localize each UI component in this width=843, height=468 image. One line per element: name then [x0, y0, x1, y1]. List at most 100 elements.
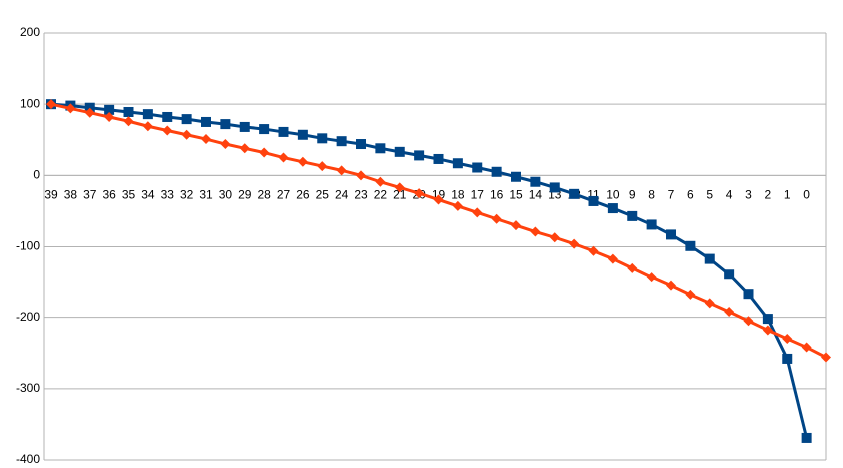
x-tick-label: 15 — [509, 188, 523, 202]
marker — [666, 229, 676, 240]
marker — [646, 219, 657, 230]
x-tick-label: 3 — [745, 188, 752, 202]
x-tick-label: 16 — [490, 188, 504, 202]
marker — [181, 129, 192, 140]
marker — [452, 158, 463, 169]
marker — [782, 353, 793, 364]
marker — [356, 170, 366, 181]
x-tick-label: 4 — [726, 188, 733, 202]
y-tick-label: -400 — [16, 452, 40, 466]
marker — [666, 280, 676, 291]
marker — [104, 111, 115, 122]
marker — [782, 334, 793, 345]
x-tick-label: 7 — [668, 188, 675, 202]
marker — [414, 150, 425, 161]
x-tick-label: 35 — [122, 188, 136, 202]
x-tick-label: 1 — [784, 188, 791, 202]
marker — [685, 289, 696, 300]
marker — [433, 194, 444, 205]
marker — [259, 147, 270, 158]
x-tick-label: 5 — [706, 188, 713, 202]
marker — [491, 213, 502, 224]
x-tick-label: 24 — [335, 188, 349, 202]
y-tick-label: -200 — [16, 310, 40, 324]
x-tick-label: 21 — [393, 188, 407, 202]
x-tick-label: 33 — [161, 188, 175, 202]
marker — [65, 103, 76, 114]
marker — [162, 125, 173, 136]
marker — [569, 238, 580, 249]
x-tick-label: 6 — [687, 188, 694, 202]
marker — [336, 165, 347, 176]
x-tick-label: 8 — [648, 188, 655, 202]
marker — [569, 188, 580, 199]
marker — [142, 121, 153, 132]
x-tick-label: 26 — [296, 188, 310, 202]
x-tick-label: 27 — [277, 188, 291, 202]
x-tick-label: 10 — [606, 188, 620, 202]
marker — [588, 195, 599, 206]
series-line — [50, 102, 809, 439]
marker — [724, 306, 735, 317]
y-tick-label: -300 — [16, 381, 40, 395]
marker — [801, 432, 812, 443]
marker — [511, 171, 521, 182]
x-tick-label: 2 — [765, 188, 772, 202]
marker — [259, 124, 270, 135]
marker — [530, 176, 541, 187]
marker — [511, 220, 521, 231]
marker — [724, 269, 735, 280]
marker — [801, 342, 812, 353]
marker — [530, 226, 541, 237]
marker — [297, 129, 308, 140]
marker — [297, 156, 308, 167]
marker — [104, 104, 115, 115]
marker — [278, 152, 289, 163]
marker — [414, 188, 425, 199]
marker — [433, 153, 444, 164]
marker — [743, 316, 754, 327]
marker — [491, 166, 502, 177]
marker — [704, 298, 715, 309]
marker — [375, 143, 386, 154]
x-tick-label: 36 — [102, 188, 116, 202]
marker — [607, 253, 618, 264]
x-tick-label: 28 — [257, 188, 271, 202]
marker — [84, 107, 95, 118]
marker — [123, 106, 134, 117]
x-tick-label: 25 — [316, 188, 330, 202]
x-tick-label: 37 — [83, 188, 97, 202]
marker — [239, 143, 250, 154]
x-tick-label: 9 — [629, 188, 636, 202]
marker — [278, 126, 289, 137]
marker — [356, 139, 366, 150]
marker — [239, 121, 250, 132]
y-tick-label: 100 — [20, 96, 40, 110]
y-tick-label: 0 — [33, 168, 40, 182]
x-tick-label: 38 — [64, 188, 78, 202]
series-line — [50, 102, 827, 359]
marker — [762, 325, 773, 336]
marker — [46, 99, 56, 110]
marker — [627, 210, 638, 221]
marker — [162, 111, 173, 122]
marker — [646, 272, 657, 283]
marker — [181, 114, 192, 125]
marker — [821, 352, 831, 363]
x-tick-label: 29 — [238, 188, 252, 202]
marker — [627, 262, 638, 273]
marker — [220, 119, 231, 130]
marker — [123, 116, 134, 127]
marker — [220, 139, 231, 150]
marker — [588, 245, 599, 256]
x-tick-label: 18 — [451, 188, 465, 202]
x-tick-label: 17 — [471, 188, 485, 202]
marker — [201, 116, 211, 127]
marker — [142, 109, 153, 120]
marker — [704, 253, 715, 264]
marker — [452, 200, 463, 211]
marker — [549, 182, 560, 193]
marker — [394, 182, 405, 193]
x-tick-label: 34 — [141, 188, 155, 202]
